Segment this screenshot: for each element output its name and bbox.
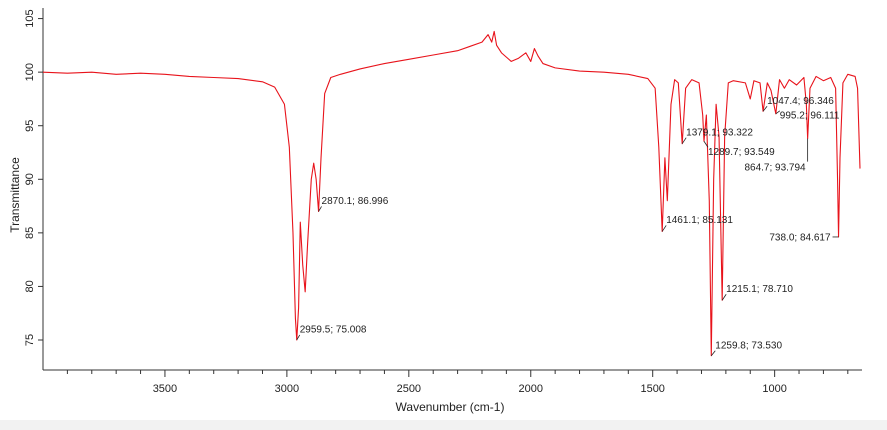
annotation-leader [703,141,709,148]
y-tick-label: 75 [24,334,36,346]
footer-strip [0,420,887,430]
y-tick-label: 105 [24,9,36,27]
y-tick-label: 90 [24,173,36,185]
annotation-label: 738.0; 84.617 [769,233,831,244]
x-tick-label: 3500 [153,383,177,395]
spectrum-line [42,30,861,357]
y-axis-title: Transmittance [8,157,22,233]
annotation-label: 2870.1; 86.996 [322,196,389,207]
annotation-leader [710,350,716,356]
annotation-label: 995.2; 96.111 [780,110,840,121]
y-tick-label: 100 [24,63,36,81]
annotation-leader [762,106,768,112]
annotation-label: 2959.5; 75.008 [300,325,367,336]
annotation-label: 1047.4; 96.346 [767,96,834,107]
annotation-label: 1379.1; 93.322 [686,127,753,138]
x-axis-title: Wavenumber (cm-1) [396,400,505,414]
annotation-leader [661,225,667,232]
x-tick-label: 1500 [640,383,664,395]
annotation-label: 1215.1; 78.710 [726,284,793,295]
annotation-leader [318,206,322,212]
x-tick-label: 3000 [275,383,299,395]
annotation-leader [775,110,781,115]
x-tick-label: 2500 [397,383,421,395]
y-tick-label: 85 [24,227,36,239]
annotation-leader [721,294,727,301]
y-tick-label: 80 [24,280,36,292]
annotation-label: 1259.8; 73.530 [715,340,782,351]
annotation-leader [296,334,301,341]
x-tick-label: 1000 [762,383,786,395]
annotation-leader [681,137,687,144]
x-tick-label: 2000 [519,383,543,395]
annotation-label: 1461.1; 85.131 [666,215,733,226]
y-tick-label: 95 [24,120,36,132]
annotation-label: 864.7; 93.794 [744,162,806,173]
annotation-label: 1289.7; 93.549 [708,147,775,158]
